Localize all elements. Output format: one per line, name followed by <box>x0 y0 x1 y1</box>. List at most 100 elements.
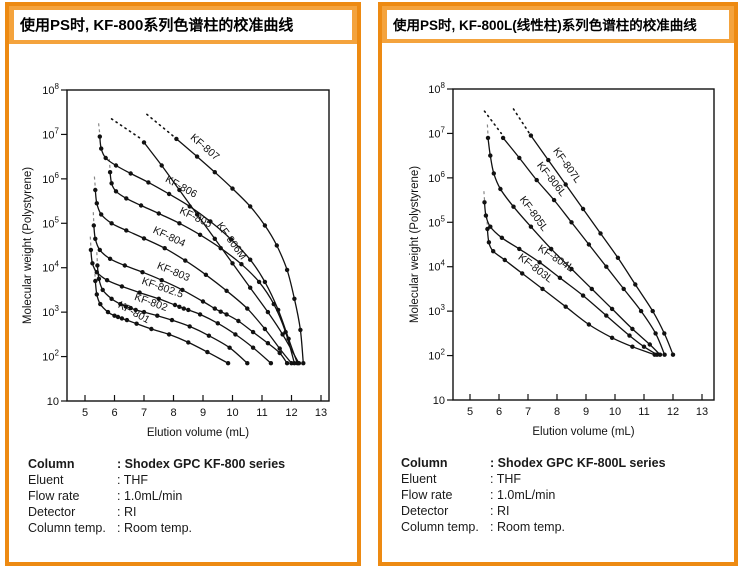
condition-row: Flow rate: 1.0mL/min <box>401 488 556 502</box>
data-point <box>296 361 302 366</box>
x-tick-label: 13 <box>315 407 327 419</box>
data-point <box>186 307 191 313</box>
data-point <box>137 290 142 295</box>
data-point <box>98 301 103 307</box>
data-point <box>633 282 638 287</box>
exclusion-dash <box>93 176 96 188</box>
data-point <box>172 302 178 308</box>
data-point <box>159 163 164 168</box>
data-point <box>186 340 191 345</box>
data-point <box>187 324 192 329</box>
data-point <box>662 352 667 357</box>
data-point <box>662 331 667 336</box>
data-point <box>540 286 545 292</box>
curve-KF-804L: KF-804L <box>482 191 660 357</box>
curve-name-label: KF-806 <box>163 173 199 200</box>
x-tick-label: 9 <box>583 406 589 418</box>
curve-KF-803: KF-803 <box>91 212 290 366</box>
data-point <box>604 264 609 269</box>
extrapolation-dotted <box>512 108 531 135</box>
calibration-chart-kf800l: 5 6 7 8 9 10 11 12 13 108 107 106 105 104 103 102 10 Elut… <box>409 81 715 438</box>
data-point <box>250 345 256 350</box>
data-point <box>119 316 125 321</box>
data-point <box>212 236 217 241</box>
panel-title: 使用PS时, KF-800L(线性柱)系列色谱柱的校准曲线 <box>387 10 729 39</box>
x-tick-label: 6 <box>496 406 502 418</box>
data-point <box>517 155 522 161</box>
data-point <box>118 301 123 307</box>
data-point <box>245 361 250 366</box>
data-point <box>99 146 104 151</box>
data-point <box>485 135 491 141</box>
data-point <box>225 361 231 366</box>
data-point <box>119 284 125 289</box>
y-tick-label: 106 <box>428 170 445 185</box>
data-point <box>563 304 568 309</box>
x-tick-label: 5 <box>82 407 88 419</box>
data-point <box>128 171 133 176</box>
data-point <box>134 321 139 326</box>
exclusion-dash <box>96 252 98 264</box>
calibration-chart-kf800: 5 6 7 8 9 10 11 12 13 108 107 106 105 104 103 102 10 Elut… <box>22 82 330 439</box>
axes: 5 6 7 8 9 10 11 12 13 108 107 106 105 104 103 102 10 <box>42 82 330 419</box>
data-point <box>109 221 114 226</box>
data-point <box>589 286 594 292</box>
curve-name-label: KF-805 <box>178 205 214 231</box>
data-point <box>115 314 121 320</box>
curve-line <box>109 172 296 364</box>
data-point <box>94 292 100 297</box>
data-point <box>248 204 253 209</box>
data-point <box>97 247 103 253</box>
data-point <box>156 211 161 216</box>
curve-KF-806L: KF-806L <box>483 110 667 357</box>
data-point <box>109 296 114 301</box>
y-tick-label: 104 <box>428 259 445 274</box>
panel-kf800: 使用PS时, KF-800系列色谱柱的校准曲线 5 6 7 8 9 10 11 12 13 108… <box>5 2 361 566</box>
y-tick-label: 10 <box>47 396 59 408</box>
data-point <box>609 335 615 340</box>
data-point <box>549 246 554 252</box>
chart-area: 5 6 7 8 9 10 11 12 13 108 107 106 105 104 103 102 10 Elut… <box>382 45 734 443</box>
y-tick-label: 103 <box>428 303 445 318</box>
y-tick-label: 107 <box>42 126 59 141</box>
data-point <box>598 231 603 236</box>
curve-name-label: KF-804 <box>151 224 187 250</box>
data-point <box>141 309 147 315</box>
data-point <box>212 306 217 311</box>
data-point <box>276 307 281 313</box>
data-point <box>104 278 110 283</box>
data-point <box>580 293 586 298</box>
x-tick-label: 10 <box>609 406 621 418</box>
data-point <box>140 270 145 275</box>
data-point <box>265 309 271 315</box>
exclusion-dash <box>98 123 101 135</box>
data-point <box>138 203 144 208</box>
data-point <box>239 262 244 267</box>
data-point <box>94 270 100 275</box>
y-tick-label: 104 <box>42 260 59 275</box>
curve-KF-805: KF-805 <box>107 158 297 366</box>
x-tick-label: 11 <box>256 407 267 419</box>
data-point <box>155 313 160 318</box>
data-point <box>268 361 274 366</box>
data-point <box>93 278 98 284</box>
data-point <box>212 170 217 175</box>
data-point <box>491 249 496 254</box>
x-tick-label: 9 <box>200 407 206 419</box>
data-point <box>215 321 220 326</box>
data-point <box>146 180 151 185</box>
data-point <box>112 313 117 318</box>
data-point <box>630 326 635 332</box>
condition-row: Eluent: THF <box>28 473 149 487</box>
data-point <box>181 306 186 311</box>
exclusion-dash <box>92 212 95 224</box>
data-point <box>256 279 262 285</box>
data-point <box>109 181 114 186</box>
data-point <box>647 342 652 347</box>
data-point <box>230 186 235 191</box>
condition-row: Column: Shodex GPC KF-800 series <box>28 457 286 471</box>
data-point <box>245 306 250 311</box>
data-point <box>250 329 256 335</box>
exclusion-dash <box>89 236 92 248</box>
